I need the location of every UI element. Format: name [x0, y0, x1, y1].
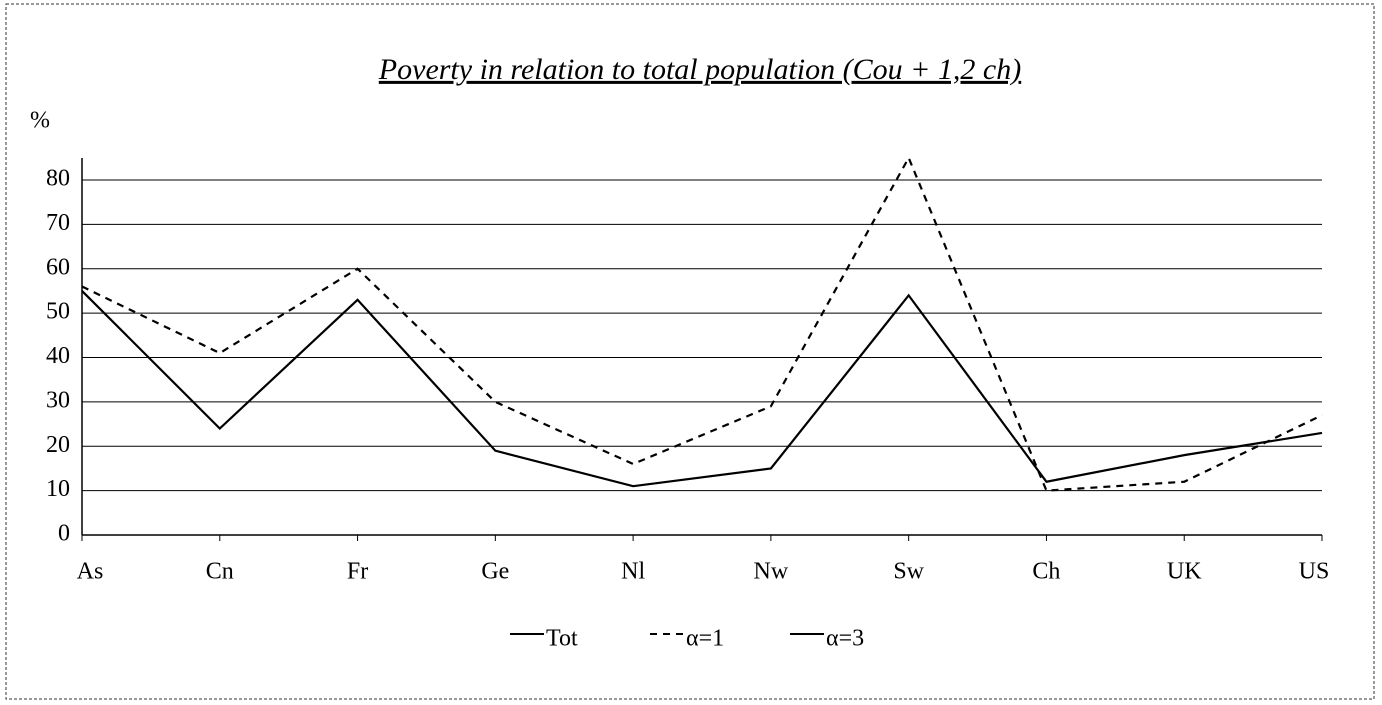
x-tick-label: Cn [206, 559, 234, 585]
y-tick-label: 50 [46, 299, 70, 325]
series-line [81, 290, 1323, 488]
legend-label: α=3 [826, 626, 864, 652]
series-line [81, 155, 1323, 492]
y-tick-label: 0 [58, 521, 70, 547]
x-tick-label: As [77, 559, 104, 585]
y-tick-label: 10 [46, 476, 70, 502]
y-tick-label: 80 [46, 166, 70, 192]
x-tick-label: UK [1167, 559, 1202, 585]
x-tick-label: Nl [621, 559, 645, 585]
y-axis-label: % [30, 108, 50, 134]
x-tick-label: Ge [481, 559, 509, 585]
y-tick-label: 20 [46, 432, 70, 458]
legend-label: Tot [546, 626, 578, 652]
y-tick-label: 60 [46, 254, 70, 280]
y-tick-label: 30 [46, 387, 70, 413]
legend-label: α=1 [686, 626, 724, 652]
chart-title: Poverty in relation to total population … [378, 53, 1021, 86]
y-tick-label: 40 [46, 343, 70, 369]
y-tick-label: 70 [46, 210, 70, 236]
x-tick-label: Nw [754, 559, 789, 585]
x-tick-label: US [1299, 559, 1330, 585]
x-tick-label: Ch [1032, 559, 1060, 585]
x-tick-label: Fr [347, 559, 368, 585]
frame [5, 3, 1375, 700]
x-tick-label: Sw [893, 559, 924, 585]
